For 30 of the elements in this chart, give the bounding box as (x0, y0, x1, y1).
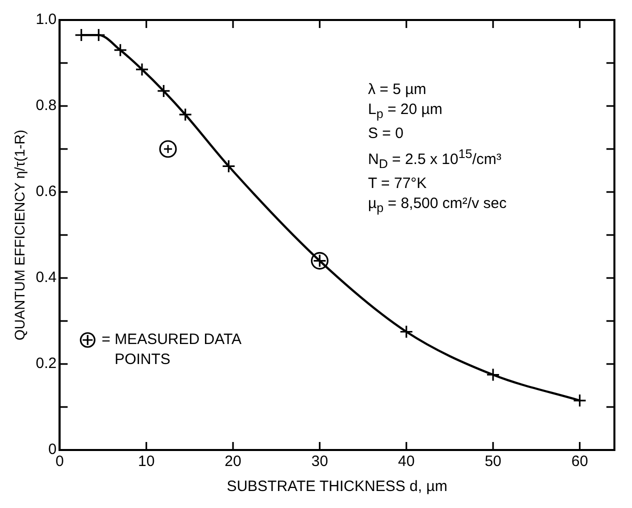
x-tick-label: 10 (138, 453, 155, 470)
x-tick-label: 60 (571, 453, 588, 470)
y-tick-label: 0.2 (36, 355, 57, 372)
annotation: µ$_{p}$ = 8,500 cm²/v sec (368, 194, 507, 217)
annotation: λ = 5 µm (368, 80, 428, 100)
annotation: S = 0 (368, 124, 404, 144)
x-axis-title: SUBSTRATE THICKNESS d, µm (226, 478, 448, 496)
x-tick-label: 20 (224, 453, 242, 470)
y-tick-label: 0.6 (36, 183, 57, 200)
annotation: N$_{D}$ = 2.5 x 10$^{15}$/cm³ (368, 146, 502, 173)
point (222, 159, 236, 173)
annotation: T = 77°K (368, 174, 428, 194)
y-tick-label: 0 (48, 441, 57, 458)
point (486, 368, 500, 382)
point (114, 43, 128, 57)
annotation: L$_{p}$ = 20 µm (368, 100, 444, 123)
point (400, 324, 414, 339)
point (159, 140, 177, 158)
x-tick-label: 30 (311, 453, 328, 470)
y-tick-label: 1.0 (36, 11, 57, 28)
legend-label: = MEASURED DATA POINTS (102, 331, 242, 368)
y-tick-label: 0.4 (36, 269, 57, 286)
y-axis-title: QUANTUM EFFICIENCY η/τ(1-R) (11, 130, 28, 340)
point (156, 84, 170, 98)
x-tick-label: 50 (484, 453, 502, 470)
y-tick-label: 0.8 (36, 97, 57, 114)
x-tick-label: 40 (398, 453, 415, 470)
point (572, 394, 587, 408)
point (178, 108, 192, 122)
point (135, 62, 149, 76)
